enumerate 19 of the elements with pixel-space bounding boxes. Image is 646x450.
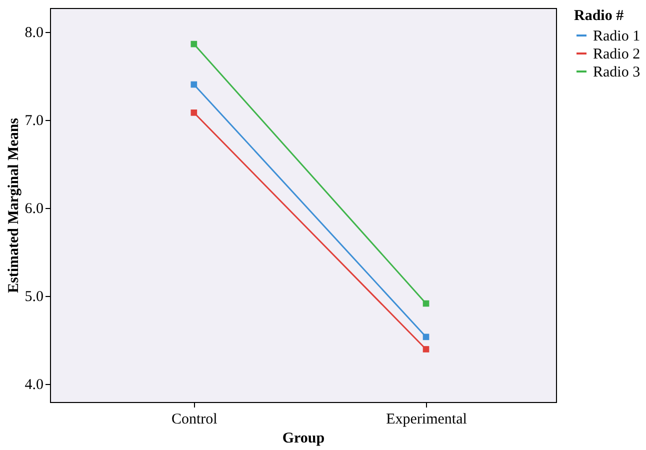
point	[422, 346, 430, 352]
point	[190, 40, 198, 48]
y-tick-label: 7.0	[24, 113, 44, 130]
legend-label: Radio 1	[593, 28, 640, 44]
y-tick-label: 8.0	[24, 25, 44, 42]
point	[190, 109, 198, 116]
x-tick-label: Experimental	[386, 412, 467, 428]
y-axis-title: Estimated Marginal Means	[6, 118, 22, 293]
point	[422, 334, 430, 340]
x-axis-title: Group	[282, 430, 325, 446]
legend-label: Radio 3	[593, 64, 640, 80]
y-tick-label: 4.0	[24, 377, 44, 394]
x-tick-label: Control	[171, 412, 218, 428]
point	[422, 300, 430, 307]
legend-label: Radio 2	[593, 46, 640, 62]
point	[190, 81, 198, 88]
legend-title: Radio #	[574, 8, 624, 24]
y-tick-label: 5.0	[24, 289, 44, 306]
y-tick-label: 6.0	[24, 201, 44, 218]
